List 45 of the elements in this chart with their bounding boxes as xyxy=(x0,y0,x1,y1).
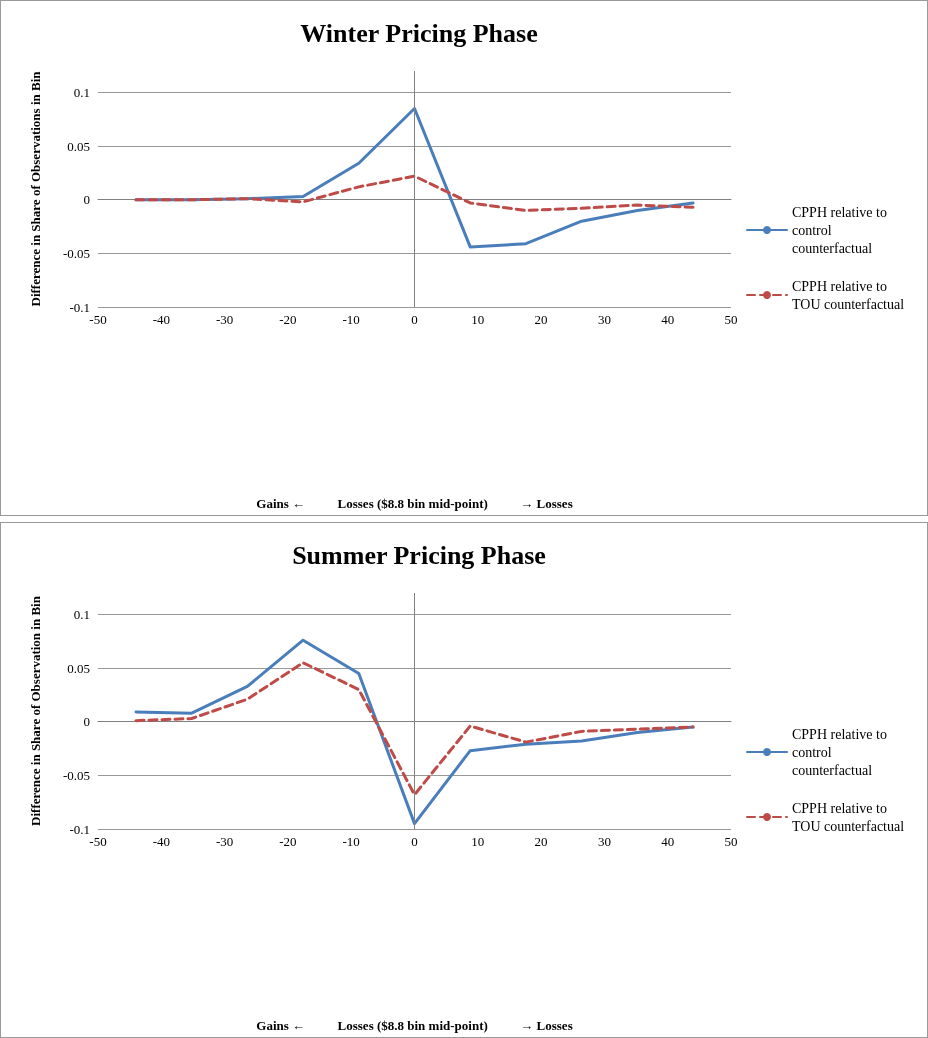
x-axis-title: Gains ← Losses ($8.8 bin mid-point) → Losses xyxy=(256,496,573,511)
x-tick-label: -10 xyxy=(342,312,360,327)
x-tick-label: -20 xyxy=(279,312,297,327)
x-tick-label: -40 xyxy=(152,312,170,327)
line-series xyxy=(134,661,695,797)
y-tick-label: -0.05 xyxy=(62,245,90,261)
x-tick-label: -50 xyxy=(89,834,107,849)
x-tick-label: -50 xyxy=(89,312,107,327)
y-tick-label: -0.1 xyxy=(69,821,90,837)
x-tick-label: 50 xyxy=(724,312,738,327)
legend-label: CPPH relative to TOU counterfactual xyxy=(792,278,905,312)
x-tick-label: -40 xyxy=(152,834,170,849)
x-tick-label: 30 xyxy=(597,834,611,849)
legend-label: CPPH relative to control counterfactual xyxy=(792,204,891,256)
x-tick-label: 10 xyxy=(471,834,485,849)
x-tick-label: 20 xyxy=(534,312,548,327)
x-tick-label: 0 xyxy=(411,312,418,327)
line-series xyxy=(134,174,695,212)
y-tick-label: -0.05 xyxy=(62,767,90,783)
x-tick-label: 50 xyxy=(724,834,738,849)
x-tick-label: -30 xyxy=(215,834,234,849)
line-series xyxy=(134,638,695,826)
y-tick-label: 0.1 xyxy=(73,84,90,100)
chart-title: Summer Pricing Phase xyxy=(292,540,546,570)
x-tick-label: 10 xyxy=(471,312,485,327)
x-tick-label: 0 xyxy=(411,834,418,849)
y-tick-label: 0 xyxy=(83,192,90,208)
x-tick-label: 40 xyxy=(661,312,675,327)
legend-label: CPPH relative to TOU counterfactual xyxy=(792,800,905,834)
x-axis-title: Gains ← Losses ($8.8 bin mid-point) → Losses xyxy=(256,1018,573,1033)
y-tick-label: 0.05 xyxy=(67,138,90,154)
y-tick-label: 0 xyxy=(83,714,90,730)
legend-label: CPPH relative to control counterfactual xyxy=(792,726,891,778)
x-tick-label: -10 xyxy=(342,834,360,849)
y-axis-title: Difference in Share of Observation in Bin xyxy=(28,595,43,826)
y-axis-title: Difference in Share of Observations in Bin xyxy=(28,70,43,307)
x-tick-label: 20 xyxy=(534,834,548,849)
y-tick-label: 0.05 xyxy=(67,660,90,676)
y-tick-label: -0.1 xyxy=(69,299,90,315)
x-tick-label: -30 xyxy=(215,312,234,327)
x-tick-label: 30 xyxy=(597,312,611,327)
x-tick-label: 40 xyxy=(661,834,675,849)
chart-title: Winter Pricing Phase xyxy=(300,18,538,48)
x-tick-label: -20 xyxy=(279,834,297,849)
y-tick-label: 0.1 xyxy=(73,606,90,622)
